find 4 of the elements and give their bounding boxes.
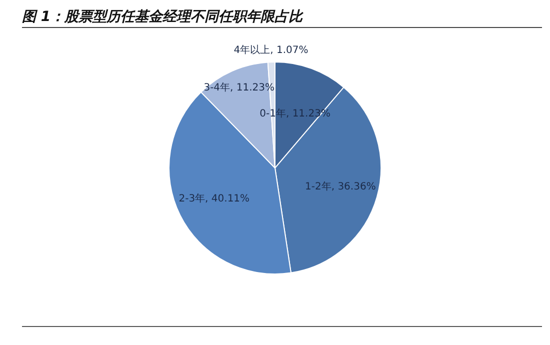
slice-label: 1-2年, 36.36% bbox=[304, 180, 376, 193]
slice-label: 4年以上, 1.07% bbox=[234, 44, 308, 56]
slice-label: 2-3年, 40.11% bbox=[178, 192, 250, 204]
chart-title: 图 1：股票型历任基金经理不同任职年限占比 bbox=[22, 8, 542, 28]
